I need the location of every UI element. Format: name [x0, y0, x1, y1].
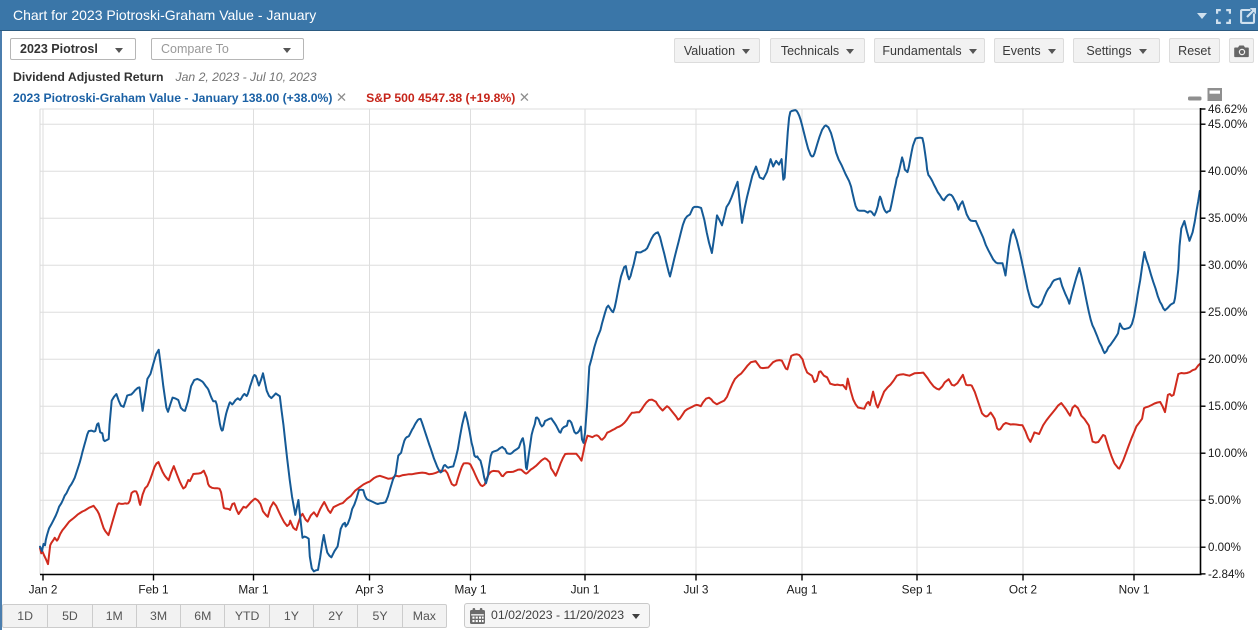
svg-text:46.62%: 46.62% — [1208, 103, 1247, 116]
svg-text:Feb 1: Feb 1 — [138, 583, 168, 597]
svg-text:40.00%: 40.00% — [1208, 165, 1247, 178]
svg-text:Aug 1: Aug 1 — [787, 583, 818, 597]
svg-text:10.00%: 10.00% — [1208, 447, 1247, 460]
svg-text:30.00%: 30.00% — [1208, 259, 1247, 272]
svg-text:-2.84%: -2.84% — [1208, 568, 1245, 581]
svg-text:25.00%: 25.00% — [1208, 306, 1247, 319]
svg-text:0.00%: 0.00% — [1208, 541, 1241, 554]
svg-text:Jun 1: Jun 1 — [571, 583, 600, 597]
svg-text:Mar 1: Mar 1 — [238, 583, 268, 597]
svg-text:45.00%: 45.00% — [1208, 118, 1247, 131]
svg-text:Sep 1: Sep 1 — [902, 583, 933, 597]
svg-text:20.00%: 20.00% — [1208, 353, 1247, 366]
svg-text:Apr 3: Apr 3 — [355, 583, 384, 597]
svg-text:Jan 2: Jan 2 — [29, 583, 58, 597]
svg-text:5.00%: 5.00% — [1208, 494, 1241, 507]
svg-text:Jul 3: Jul 3 — [684, 583, 709, 597]
svg-text:Nov 1: Nov 1 — [1119, 583, 1150, 597]
svg-text:May 1: May 1 — [454, 583, 486, 597]
svg-text:35.00%: 35.00% — [1208, 212, 1247, 225]
svg-text:Oct 2: Oct 2 — [1009, 583, 1037, 597]
svg-text:15.00%: 15.00% — [1208, 400, 1247, 413]
